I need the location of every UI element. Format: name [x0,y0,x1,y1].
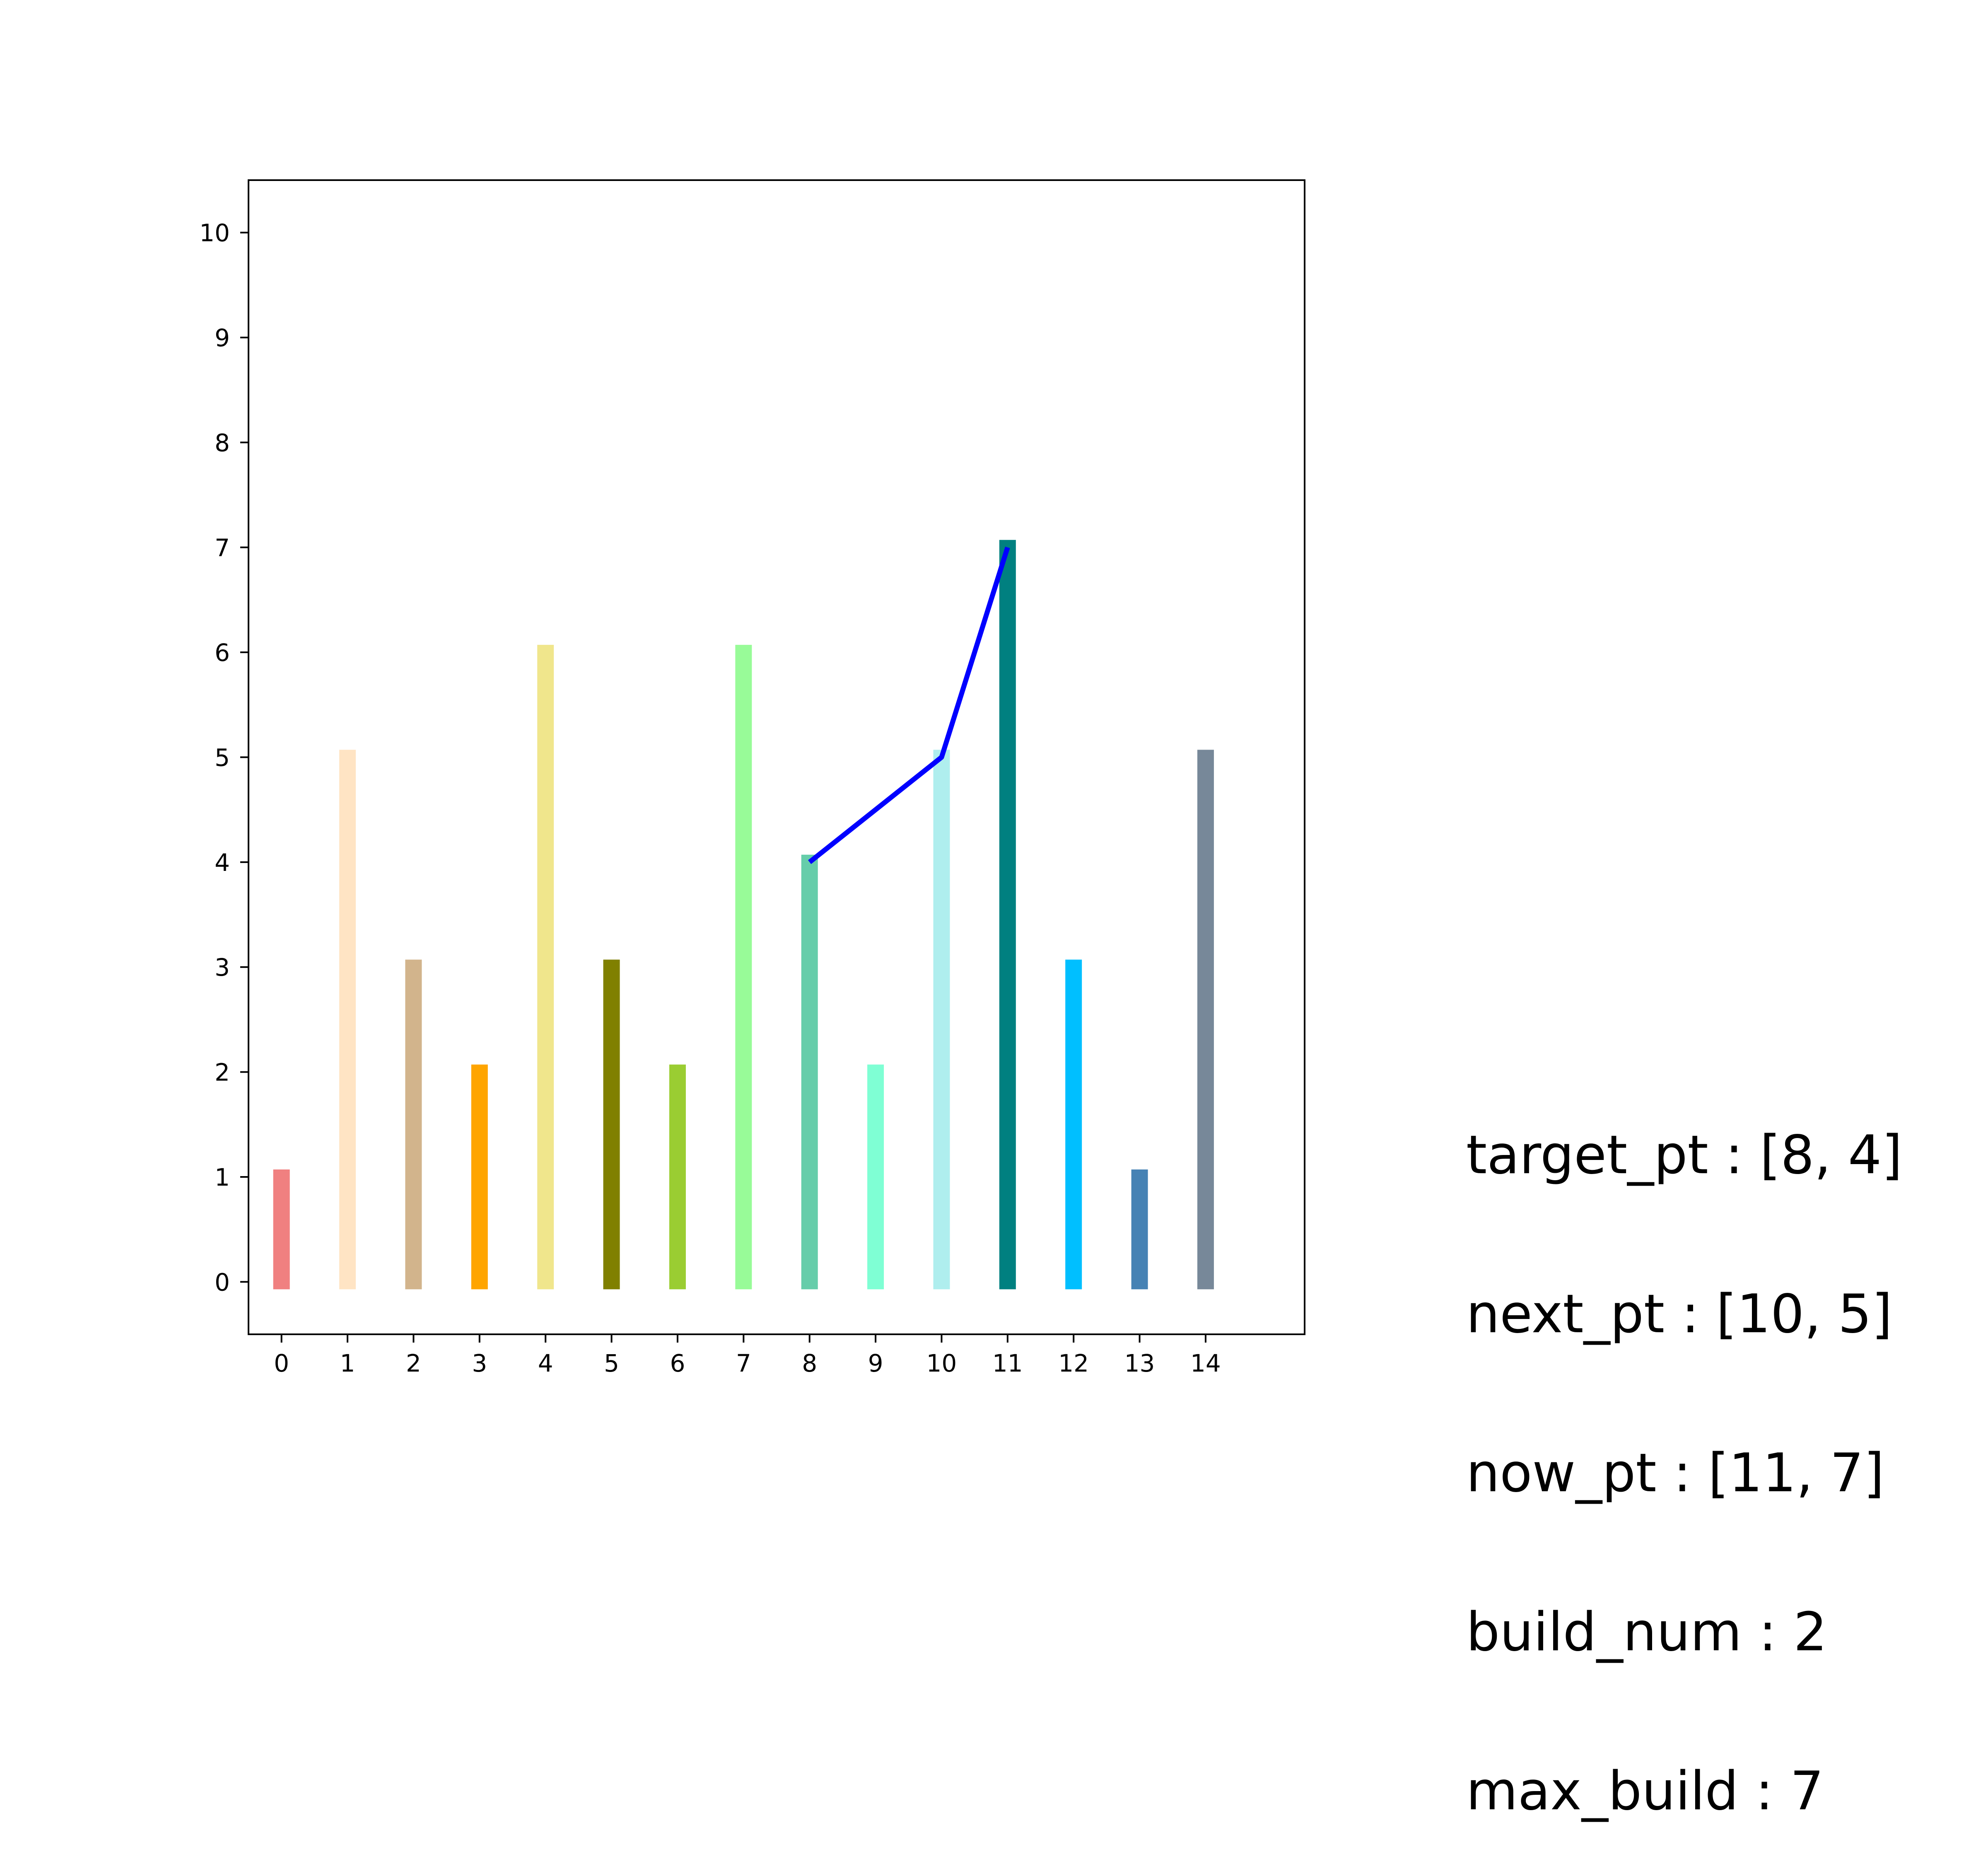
y-tick-label-4: 4 [215,849,230,877]
bar-9 [867,1064,884,1290]
bar-4 [537,645,554,1290]
x-tick-label-2: 2 [406,1349,421,1377]
info-next-pt: next_pt : [10, 5] [1466,1283,1893,1345]
path-line [808,546,1010,864]
x-tick-label-5: 5 [604,1349,619,1377]
bar-1 [339,750,356,1290]
x-tick-label-4: 4 [538,1349,553,1377]
x-tick-label-8: 8 [802,1349,817,1377]
x-tick-label-10: 10 [926,1349,957,1377]
bar-6 [669,1064,686,1290]
y-tick-label-8: 8 [215,429,230,457]
bars-layer [273,540,1214,1290]
bar-7 [735,645,752,1290]
bar-2 [405,960,422,1290]
bar-13 [1131,1169,1148,1290]
x-tick-label-7: 7 [736,1349,751,1377]
bar-10 [933,750,950,1290]
bar-0 [273,1169,290,1290]
y-tick-label-2: 2 [215,1058,230,1087]
bar-8 [801,854,818,1290]
bar-3 [471,1064,488,1290]
x-tick-label-3: 3 [472,1349,487,1377]
x-tick-label-13: 13 [1124,1349,1155,1377]
bar-5 [603,960,620,1290]
x-tick-label-14: 14 [1190,1349,1221,1377]
x-tick-label-9: 9 [868,1349,883,1377]
y-tick-label-7: 7 [215,534,230,562]
info-now-pt: now_pt : [11, 7] [1466,1442,1884,1504]
info-target-pt: target_pt : [8, 4] [1466,1124,1903,1186]
y-tick-label-10: 10 [199,219,230,247]
x-tick-label-1: 1 [340,1349,355,1377]
info-max-build: max_build : 7 [1466,1760,1824,1822]
path-layer [808,546,1010,864]
info-build-num: build_num : 2 [1466,1601,1827,1663]
y-tick-label-5: 5 [215,744,230,772]
y-tick-label-9: 9 [215,324,230,352]
bar-11 [999,540,1016,1290]
x-tick-label-6: 6 [670,1349,685,1377]
x-tick-label-0: 0 [274,1349,289,1377]
y-tick-label-1: 1 [215,1163,230,1191]
bar-12 [1065,960,1082,1290]
info-panel: target_pt : [8, 4] next_pt : [10, 5] now… [1466,1023,1902,1871]
y-tick-label-6: 6 [215,639,230,667]
x-tick-label-12: 12 [1058,1349,1089,1377]
bar-14 [1197,750,1214,1290]
y-tick-label-0: 0 [215,1268,230,1296]
y-tick-label-3: 3 [215,953,230,981]
x-tick-label-11: 11 [992,1349,1023,1377]
